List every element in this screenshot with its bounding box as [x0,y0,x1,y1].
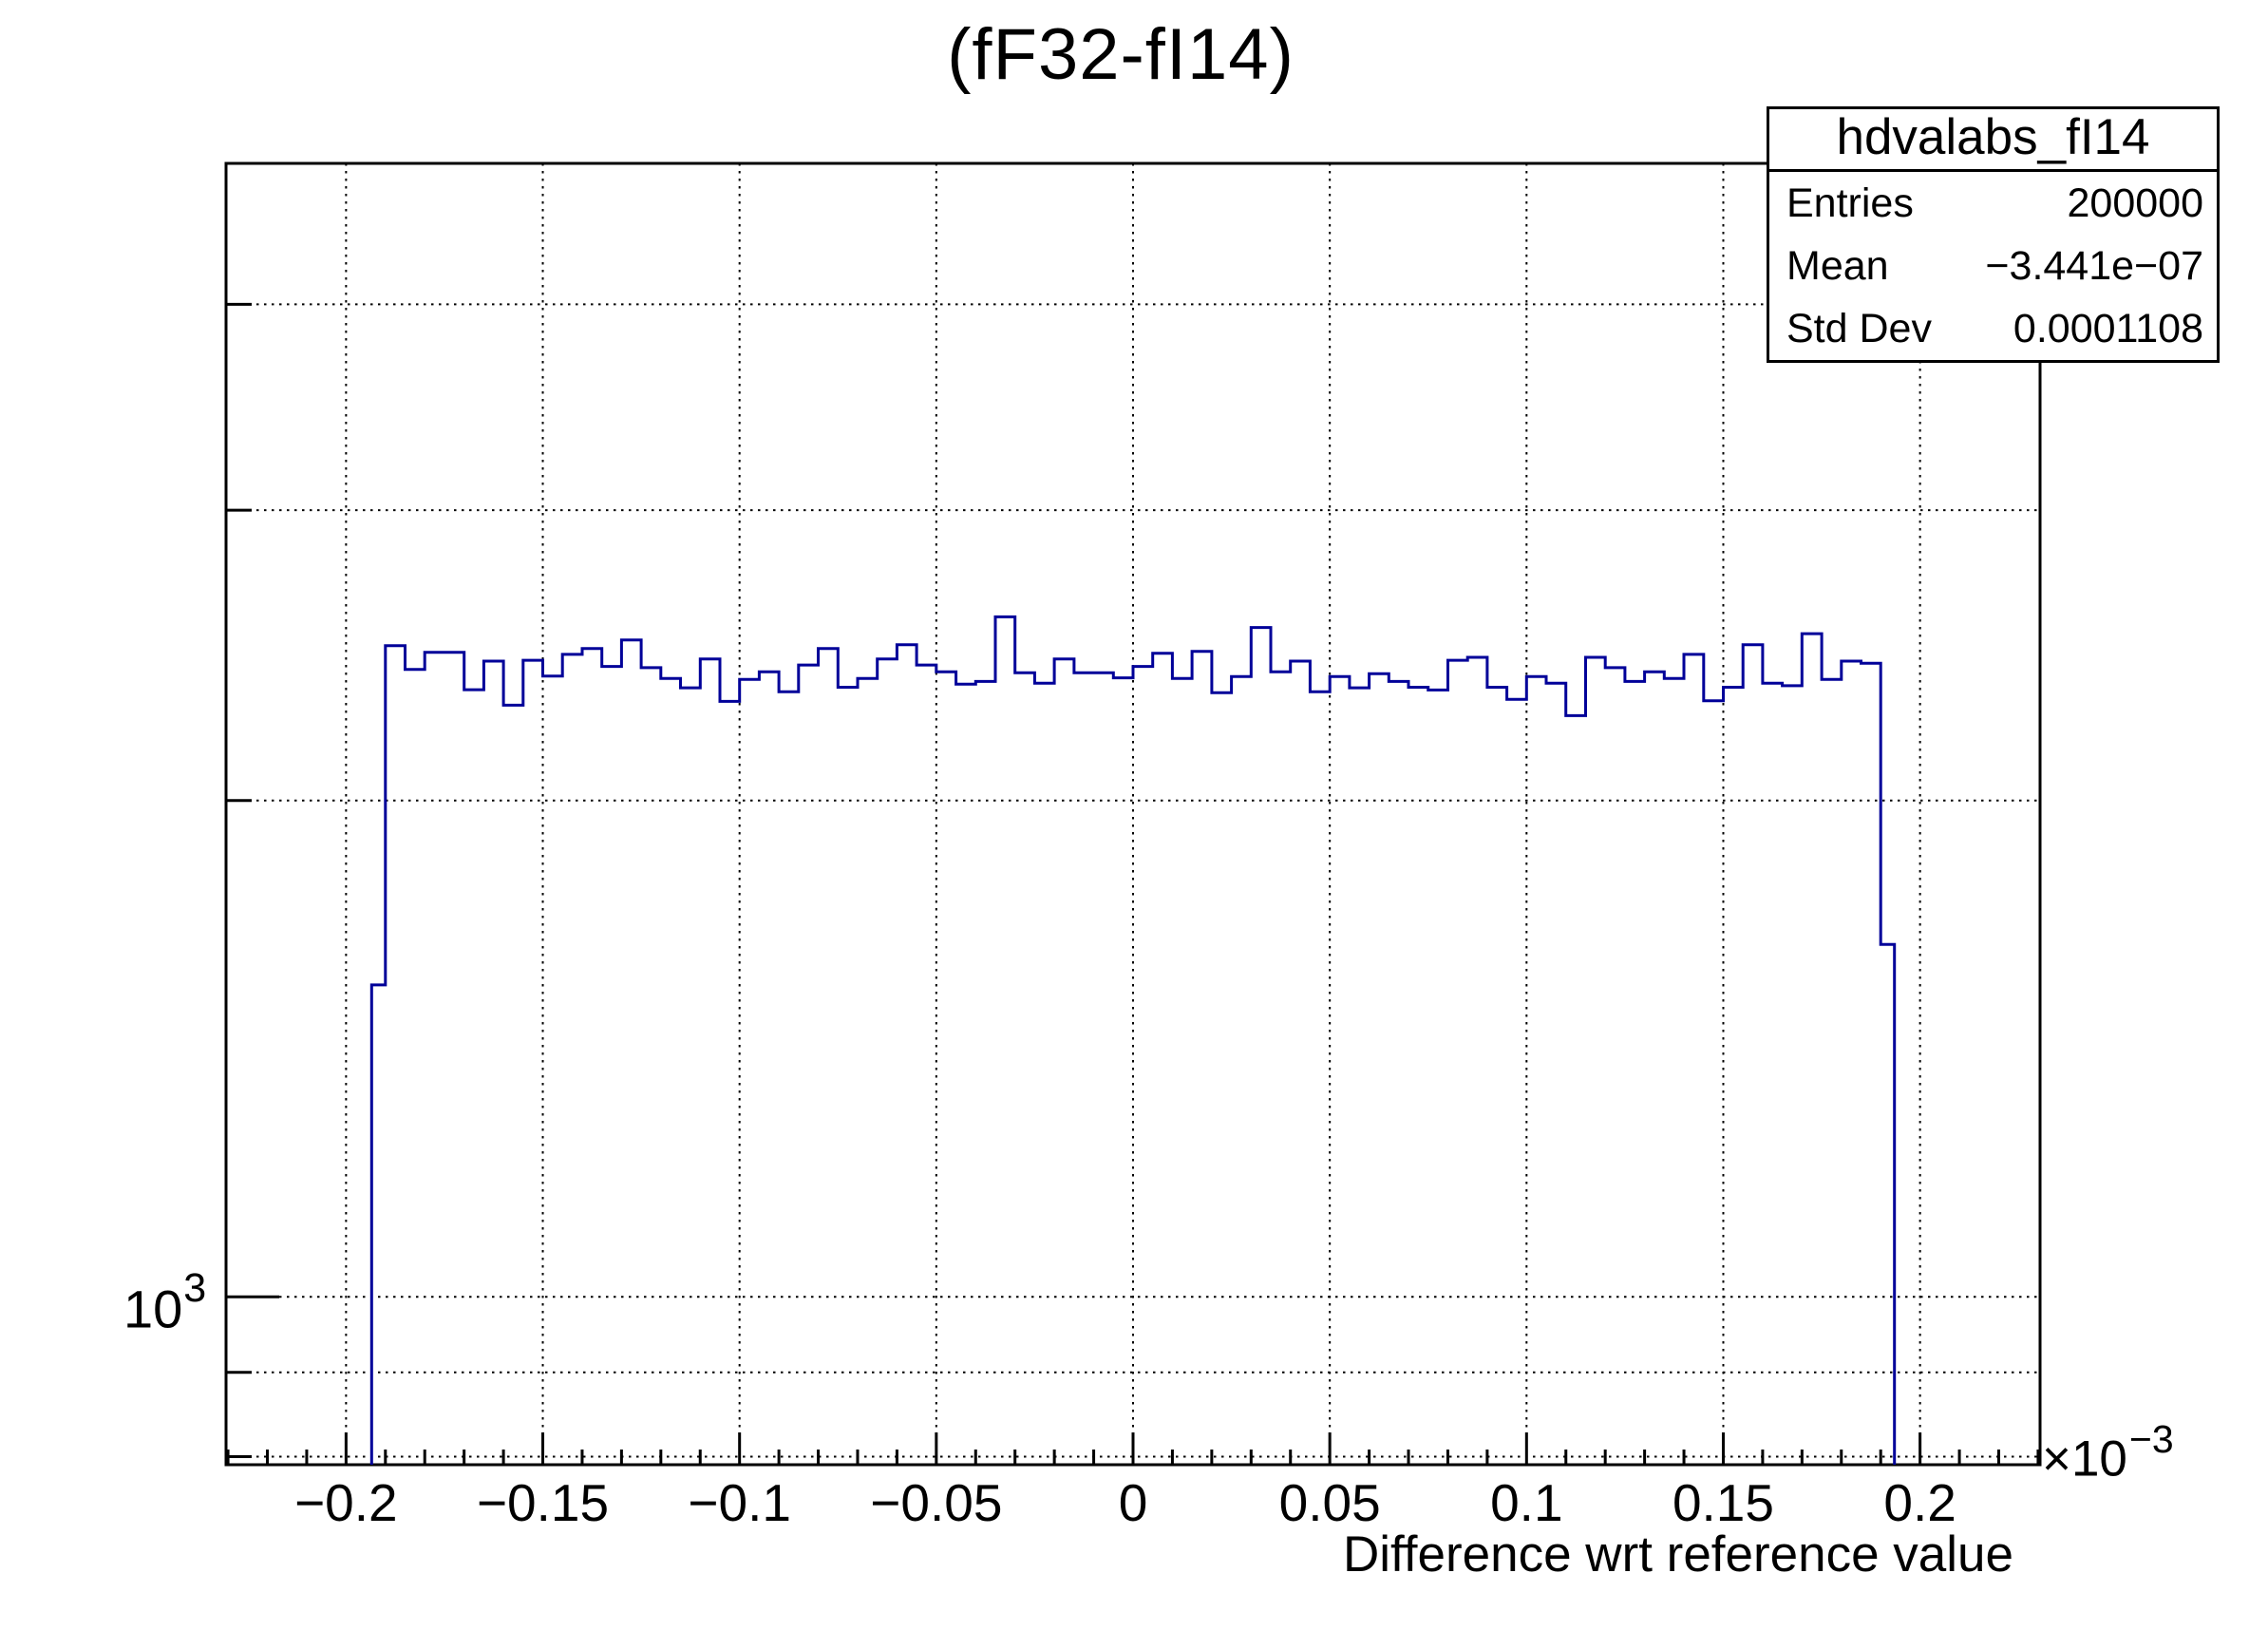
x-tick-label: 0.2 [1883,1473,1956,1532]
x-tick-label: 0 [1119,1473,1148,1532]
y-power-base: 10 [123,1279,183,1339]
stats-label-stddev: Std Dev [1786,305,1932,351]
x-tick-label: 0.1 [1490,1473,1562,1532]
stats-label-entries: Entries [1786,180,1914,226]
x-tick-label: 0.05 [1279,1473,1381,1532]
stats-box: hdvalabs_fI14 Entries 200000 Mean −3.441… [1767,106,2220,363]
stats-row-entries: Entries 200000 [1769,172,2217,235]
stats-box-title: hdvalabs_fI14 [1769,109,2217,172]
stats-label-mean: Mean [1786,242,1889,289]
x-scale-base: ×10 [2042,1431,2127,1488]
x-tick-label: −0.1 [688,1473,791,1532]
chart-title: (fF32-fI14) [947,14,1295,95]
y-axis-power-label: 103 [123,1265,206,1340]
histogram-line [369,615,1897,1465]
x-tick-label: −0.05 [870,1473,1002,1532]
y-power-exp: 3 [183,1265,207,1311]
stats-value-entries: 200000 [2067,180,2204,226]
x-axis-scale-exponent: ×10−3 [2042,1417,2174,1488]
x-scale-exp: −3 [2128,1417,2174,1461]
stats-value-stddev: 0.0001108 [2013,305,2203,351]
stats-row-mean: Mean −3.441e−07 [1769,235,2217,297]
stats-row-stddev: Std Dev 0.0001108 [1769,297,2217,360]
x-tick-label: 0.15 [1673,1473,1774,1532]
x-axis-title: Difference wrt reference value [1342,1526,2013,1583]
x-tick-label: −0.2 [294,1473,398,1532]
x-tick-label: −0.15 [477,1473,609,1532]
stats-value-mean: −3.441e−07 [1985,242,2203,289]
